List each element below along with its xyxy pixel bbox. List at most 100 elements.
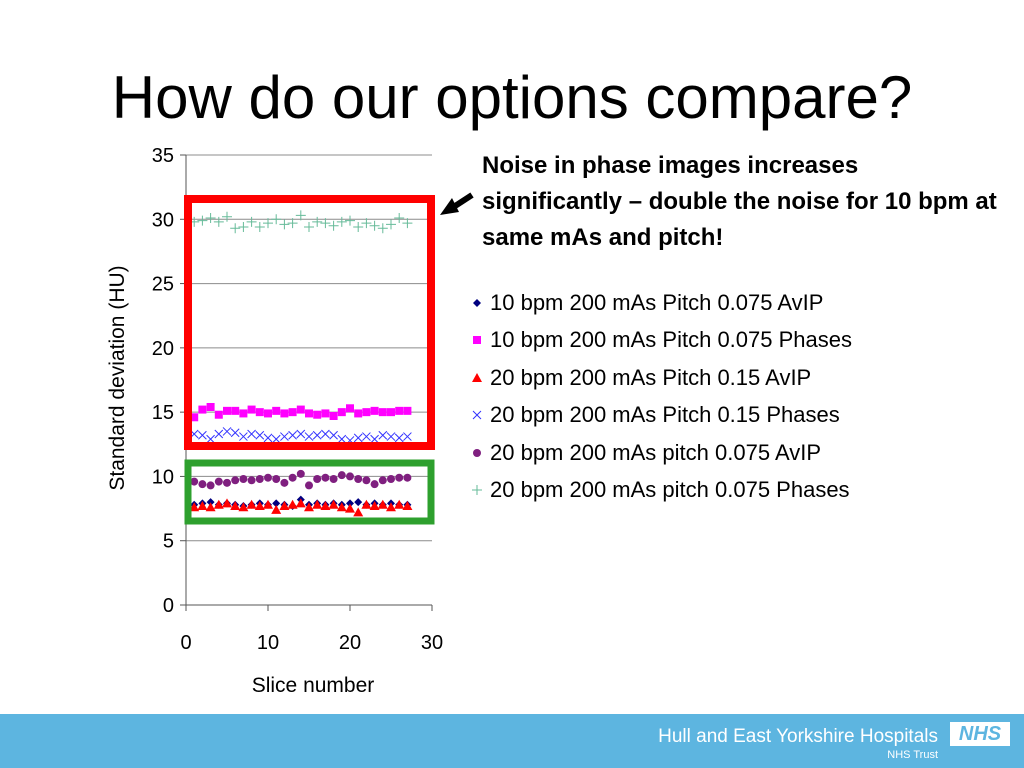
data-point-series-3 [271,504,282,514]
data-point-series-4 [386,432,396,441]
data-point-series-2 [247,405,256,414]
data-point-series-2 [313,410,322,419]
legend-marker-shape [472,410,482,420]
data-point-series-3 [328,499,339,509]
data-point-series-3 [377,499,388,509]
data-point-series-3 [254,501,265,510]
data-point-series-3 [205,502,216,512]
data-point-series-5 [239,475,248,483]
data-point-series-3 [345,503,355,513]
data-point-series-6 [402,218,413,229]
data-point-series-5 [321,473,330,482]
legend-item-1: 10 bpm 200 mAs Pitch 0.075 AvIP [470,284,852,322]
organization-subtitle: NHS Trust [887,749,938,761]
data-point-series-6 [369,220,380,231]
data-point-series-5 [214,477,223,486]
data-point-series-6 [197,215,208,226]
data-point-series-3 [263,499,273,509]
data-point-series-5 [395,473,404,482]
y-tick-label: 30 [152,209,174,231]
legend-item-4: 20 bpm 200 mAs Pitch 0.15 Phases [470,397,852,435]
legend-marker-icon [473,336,481,345]
data-point-series-5 [346,472,354,481]
data-point-series-1 [272,499,281,508]
data-point-series-4 [378,430,388,440]
legend-marker-icon [472,410,482,420]
data-point-series-5 [296,469,305,478]
data-point-series-2 [255,408,264,417]
data-point-series-4 [394,433,404,443]
data-point-series-5 [198,480,207,489]
data-point-series-2 [329,412,338,420]
y-tick-label: 25 [152,274,174,296]
chart-legend: 10 bpm 200 mAs Pitch 0.075 AvIP 10 bpm 20… [470,284,852,509]
data-point-series-5 [337,471,346,480]
data-point-series-2 [346,404,354,413]
data-point-series-3 [394,499,405,509]
slide-title: How do our options compare? [111,64,913,131]
organization-name: Hull and East Yorkshire Hospitals [658,726,938,747]
x-tick-label: 0 [180,632,191,654]
data-point-series-4 [255,430,265,440]
data-point-series-4 [296,429,306,439]
data-point-series-2 [223,406,231,415]
data-point-series-3 [246,499,257,509]
data-point-series-1 [354,498,363,507]
data-point-series-5 [272,475,281,483]
data-point-series-5 [370,480,379,489]
data-point-series-5 [378,476,387,485]
data-point-series-6 [295,210,306,221]
x-tick-label: 30 [421,632,443,654]
data-point-series-6 [271,214,282,225]
data-point-series-3 [336,502,347,512]
data-point-series-6 [312,216,323,227]
data-point-series-4 [222,427,232,436]
data-point-series-6 [246,216,257,227]
legend-marker-shape [472,372,482,382]
data-point-series-3 [197,501,208,510]
legend-marker-shape [473,336,481,345]
data-point-series-5 [190,477,199,486]
legend-marker-icon [472,485,482,496]
data-point-series-3 [230,501,241,510]
legend-label: 20 bpm 200 mAs Pitch 0.15 AvIP [490,364,812,390]
data-point-series-2 [214,410,223,419]
data-point-series-4 [329,430,338,440]
data-point-series-5 [403,473,412,482]
data-point-series-3 [361,499,372,509]
y-tick-label: 10 [152,466,174,488]
footer-bar: Hull and East Yorkshire Hospitals NHS Tr… [0,714,1024,768]
data-point-series-5 [387,475,395,483]
data-point-series-6 [304,222,314,232]
data-point-series-6 [254,222,265,232]
data-point-series-6 [230,223,241,234]
data-point-series-3 [222,498,232,508]
highlight-box-red [184,195,435,450]
legend-label: 20 bpm 200 mAs Pitch 0.15 Phases [490,402,840,428]
data-point-series-2 [387,408,395,417]
data-point-series-2 [305,409,313,418]
y-tick-label: 15 [152,402,174,424]
data-point-series-6 [386,219,396,230]
data-point-series-4 [321,429,330,439]
legend-marker-icon [472,372,482,382]
data-point-series-4 [312,430,322,440]
legend-marker-shape [472,485,482,496]
data-point-series-5 [288,473,297,482]
data-point-series-5 [264,473,272,482]
legend-label: 10 bpm 200 mAs Pitch 0.075 AvIP [490,289,824,315]
data-point-series-5 [362,476,371,485]
data-point-series-4 [337,434,347,444]
data-point-series-6 [213,216,224,227]
data-point-series-6 [377,223,388,234]
data-point-series-4 [263,433,273,443]
data-point-series-4 [362,432,371,441]
scatter-chart: 0 5 10 15 20 25 30 35 0 10 20 30 Slice number Standar… [106,145,474,697]
data-point-series-5 [247,476,256,485]
data-point-series-6 [238,222,249,232]
data-point-series-2 [206,403,215,411]
data-point-series-2 [231,406,240,415]
legend-label: 20 bpm 200 mAs pitch 0.075 AvIP [490,439,822,465]
data-point-series-3 [386,502,396,512]
data-point-series-3 [213,499,224,509]
